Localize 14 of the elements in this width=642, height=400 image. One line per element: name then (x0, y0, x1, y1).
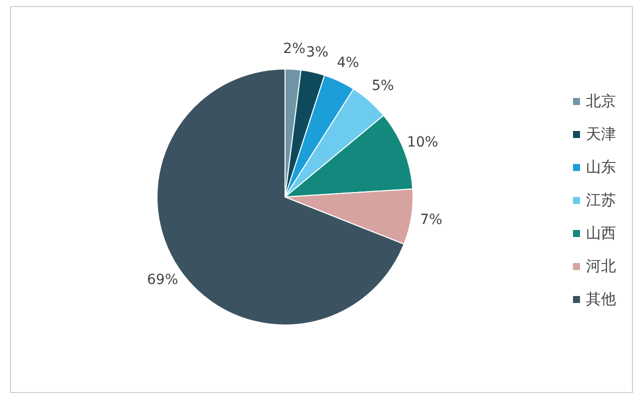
legend-label: 山东 (586, 158, 616, 176)
data-label: 4% (336, 54, 360, 71)
legend-label: 天津 (586, 125, 616, 144)
data-label: 10% (407, 134, 438, 150)
data-label: 3% (306, 44, 328, 60)
legend-label: 山西 (586, 224, 616, 242)
data-label: 69% (147, 272, 178, 288)
data-label: 7% (420, 212, 442, 228)
data-label: 5% (372, 78, 394, 94)
data-label: 2% (283, 41, 306, 58)
legend-label: 河北 (586, 257, 616, 276)
legend-label: 江苏 (586, 191, 616, 210)
legend-label: 北京 (586, 92, 616, 110)
legend-label: 其他 (586, 290, 616, 308)
